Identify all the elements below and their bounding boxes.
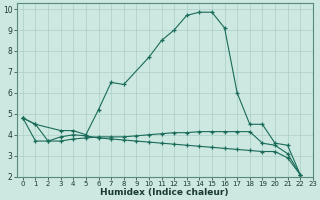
X-axis label: Humidex (Indice chaleur): Humidex (Indice chaleur)	[100, 188, 229, 197]
